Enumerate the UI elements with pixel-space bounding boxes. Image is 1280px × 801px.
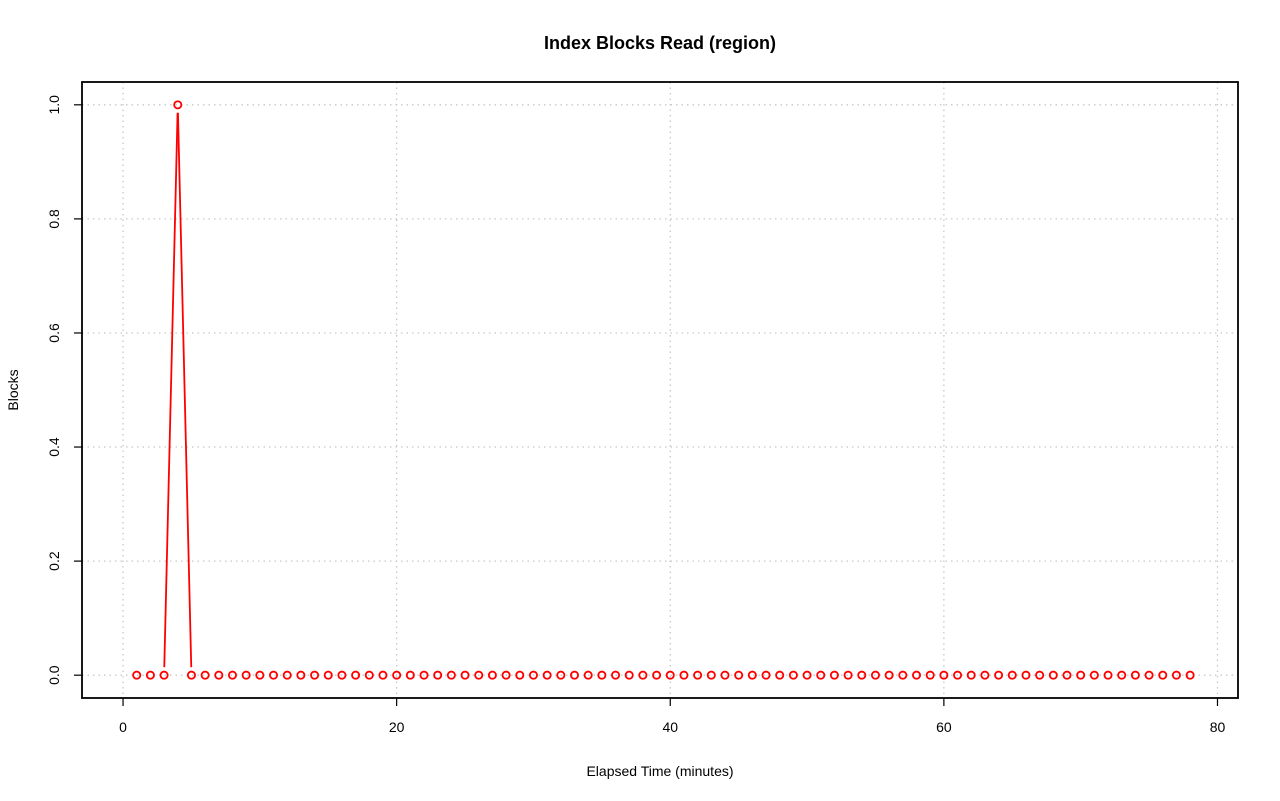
data-point	[1130, 670, 1140, 680]
series-segment	[177, 112, 193, 668]
x-axis-label: Elapsed Time (minutes)	[586, 763, 733, 779]
data-point	[1007, 670, 1017, 680]
data-point	[1021, 670, 1031, 680]
data-point	[1171, 670, 1181, 680]
data-point	[433, 670, 443, 680]
data-point	[132, 670, 142, 680]
data-point	[816, 670, 826, 680]
data-point	[1103, 670, 1113, 680]
data-point	[227, 670, 237, 680]
data-point	[857, 670, 867, 680]
data-point	[1035, 670, 1045, 680]
data-point	[597, 670, 607, 680]
series-segment	[163, 112, 179, 668]
data-point	[720, 670, 730, 680]
x-tick-label: 40	[662, 719, 678, 735]
data-point	[323, 670, 333, 680]
data-point	[912, 670, 922, 680]
y-tick-label: 1.0	[46, 95, 62, 115]
data-point	[870, 670, 880, 680]
chart-title: Index Blocks Read (region)	[544, 33, 776, 53]
data-point	[501, 670, 511, 680]
data-point	[884, 670, 894, 680]
data-point	[1144, 670, 1154, 680]
data-point	[282, 670, 292, 680]
data-point	[296, 670, 306, 680]
data-point	[392, 670, 402, 680]
data-point	[145, 670, 155, 680]
data-point	[843, 670, 853, 680]
data-point	[953, 670, 963, 680]
y-tick-label: 0.6	[46, 323, 62, 343]
data-point	[569, 670, 579, 680]
data-point	[1062, 670, 1072, 680]
data-point	[679, 670, 689, 680]
y-tick-label: 0.8	[46, 209, 62, 229]
y-tick-label: 0.4	[46, 437, 62, 457]
data-point	[925, 670, 935, 680]
data-point	[966, 670, 976, 680]
data-point	[351, 670, 361, 680]
data-point	[364, 670, 374, 680]
data-point	[487, 670, 497, 680]
data-point	[898, 670, 908, 680]
data-point	[378, 670, 388, 680]
data-point	[200, 670, 210, 680]
data-point	[515, 670, 525, 680]
data-point	[706, 670, 716, 680]
data-point	[624, 670, 634, 680]
x-tick-label: 20	[389, 719, 405, 735]
data-point	[556, 670, 566, 680]
grid-lines	[82, 82, 1238, 698]
data-point	[460, 670, 470, 680]
data-point	[446, 670, 456, 680]
data-point	[542, 670, 552, 680]
data-point	[994, 670, 1004, 680]
data-point	[419, 670, 429, 680]
data-point	[159, 670, 169, 680]
data-point	[788, 670, 798, 680]
data-point	[829, 670, 839, 680]
data-point	[747, 670, 757, 680]
data-point	[939, 670, 949, 680]
data-point	[734, 670, 744, 680]
data-point	[214, 670, 224, 680]
y-axis-label: Blocks	[5, 369, 21, 410]
data-point	[1185, 670, 1195, 680]
data-point	[1089, 670, 1099, 680]
x-tick-label: 60	[936, 719, 952, 735]
data-point	[255, 670, 265, 680]
data-point	[693, 670, 703, 680]
data-point	[310, 670, 320, 680]
data-point	[1117, 670, 1127, 680]
data-point	[474, 670, 484, 680]
x-tick-label: 80	[1210, 719, 1226, 735]
data-point	[583, 670, 593, 680]
data-point	[1076, 670, 1086, 680]
data-point	[1158, 670, 1168, 680]
data-point	[980, 670, 990, 680]
data-point	[1048, 670, 1058, 680]
data-point	[775, 670, 785, 680]
axis-ticks: 0 20 40 60 80 0.0 0.2 0.4 0.6 0.8 1.0	[46, 95, 1225, 735]
data-point	[638, 670, 648, 680]
y-tick-label: 0.0	[46, 665, 62, 685]
data-point	[665, 670, 675, 680]
data-point	[802, 670, 812, 680]
data-point	[173, 100, 183, 110]
y-tick-label: 0.2	[46, 551, 62, 571]
data-point	[611, 670, 621, 680]
data-point	[269, 670, 279, 680]
data-point	[761, 670, 771, 680]
x-tick-label: 0	[119, 719, 127, 735]
data-point	[186, 670, 196, 680]
plot-frame	[81, 81, 1239, 699]
data-point	[528, 670, 538, 680]
data-point	[405, 670, 415, 680]
data-series	[132, 100, 1195, 680]
data-point	[337, 670, 347, 680]
data-point	[241, 670, 251, 680]
data-point	[652, 670, 662, 680]
